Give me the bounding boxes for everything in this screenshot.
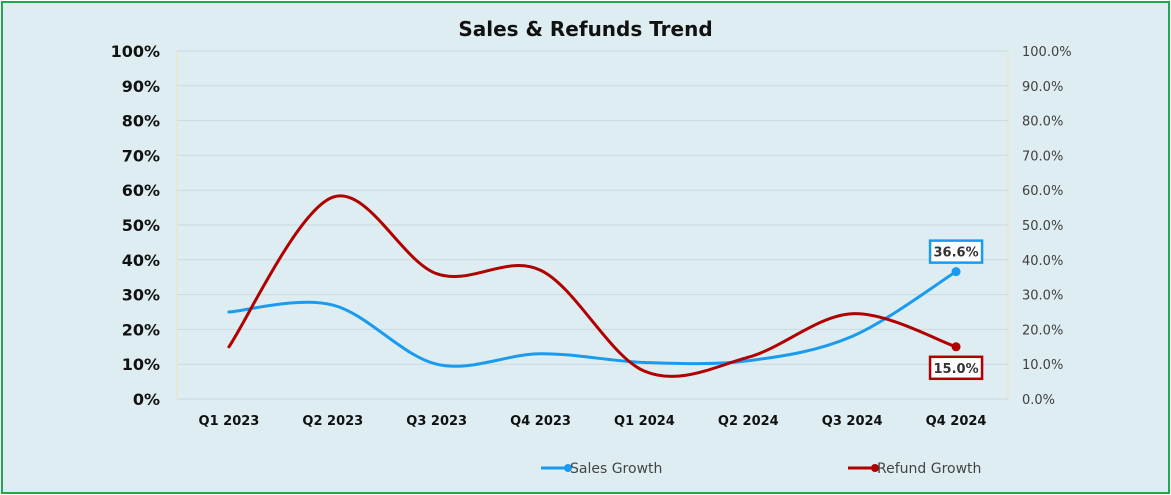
- refund-growth-point: [951, 342, 961, 352]
- refund-growth-label-box: [928, 355, 984, 381]
- y-right-tick-label: 80.0%: [1022, 115, 1063, 130]
- y-right-tick-label: 100.0%: [1022, 45, 1072, 60]
- y-left-tick-label: 0%: [133, 390, 160, 409]
- x-tick-label: Q1 2023: [199, 414, 260, 429]
- axes: 0% 10% 20% 30% 40% 50% 60% 70% 80% 90% 100% 0.0% 10.…: [111, 42, 1072, 429]
- y-left-tick-label: 20%: [122, 320, 160, 339]
- gridlines: [177, 50, 1008, 365]
- refund-growth-data-label: 15.0%: [934, 362, 979, 377]
- y-left-tick-label: 70%: [122, 146, 160, 165]
- y-right-tick-label: 30.0%: [1022, 289, 1063, 304]
- y-left-tick-label: 90%: [122, 77, 160, 96]
- x-tick-label: Q1 2024: [614, 414, 675, 429]
- y-right-tick-label: 60.0%: [1022, 184, 1063, 199]
- x-tick-label: Q3 2023: [406, 414, 467, 429]
- y-right-tick-label: 50.0%: [1022, 219, 1063, 234]
- series-group: [227, 194, 961, 378]
- y-right-tick-label: 0.0%: [1022, 393, 1055, 408]
- y-left-tick-label: 10%: [122, 355, 160, 374]
- x-tick-label: Q3 2024: [822, 414, 883, 429]
- y-right-tick-label: 40.0%: [1022, 254, 1063, 269]
- y-left-tick-label: 30%: [122, 286, 160, 305]
- x-tick-label: Q2 2024: [718, 414, 779, 429]
- refund-growth-legend-label: Refund Growth: [877, 461, 981, 477]
- y-left-tick-label: 100%: [111, 42, 160, 61]
- sales-growth-label-box: [928, 239, 984, 264]
- y-right-tick-label: 20.0%: [1022, 323, 1063, 338]
- y-left-tick-label: 80%: [122, 112, 160, 131]
- x-tick-label: Q2 2023: [302, 414, 363, 429]
- y-right-tick-label: 10.0%: [1022, 358, 1063, 373]
- x-tick-label: Q4 2024: [926, 414, 987, 429]
- sales-growth-legend-marker: [564, 464, 572, 472]
- sales-growth-line: [227, 270, 958, 368]
- refund-growth-line: [227, 194, 958, 378]
- data-labels: 36.6% 15.0%: [928, 239, 984, 381]
- legend: Sales Growth Refund Growth: [541, 461, 981, 477]
- y-left-tick-label: 60%: [122, 181, 160, 200]
- sales-growth-data-label: 36.6%: [934, 246, 979, 261]
- y-right-tick-label: 70.0%: [1022, 149, 1063, 164]
- x-tick-label: Q4 2023: [510, 414, 571, 429]
- y-left-tick-label: 50%: [122, 216, 160, 235]
- refund-growth-legend-marker: [871, 464, 879, 472]
- sales-growth-point: [951, 267, 961, 277]
- y-left-tick-label: 40%: [122, 251, 160, 270]
- sales-growth-legend-label: Sales Growth: [570, 461, 662, 477]
- chart-title: Sales & Refunds Trend: [458, 17, 713, 41]
- y-right-tick-label: 90.0%: [1022, 80, 1063, 95]
